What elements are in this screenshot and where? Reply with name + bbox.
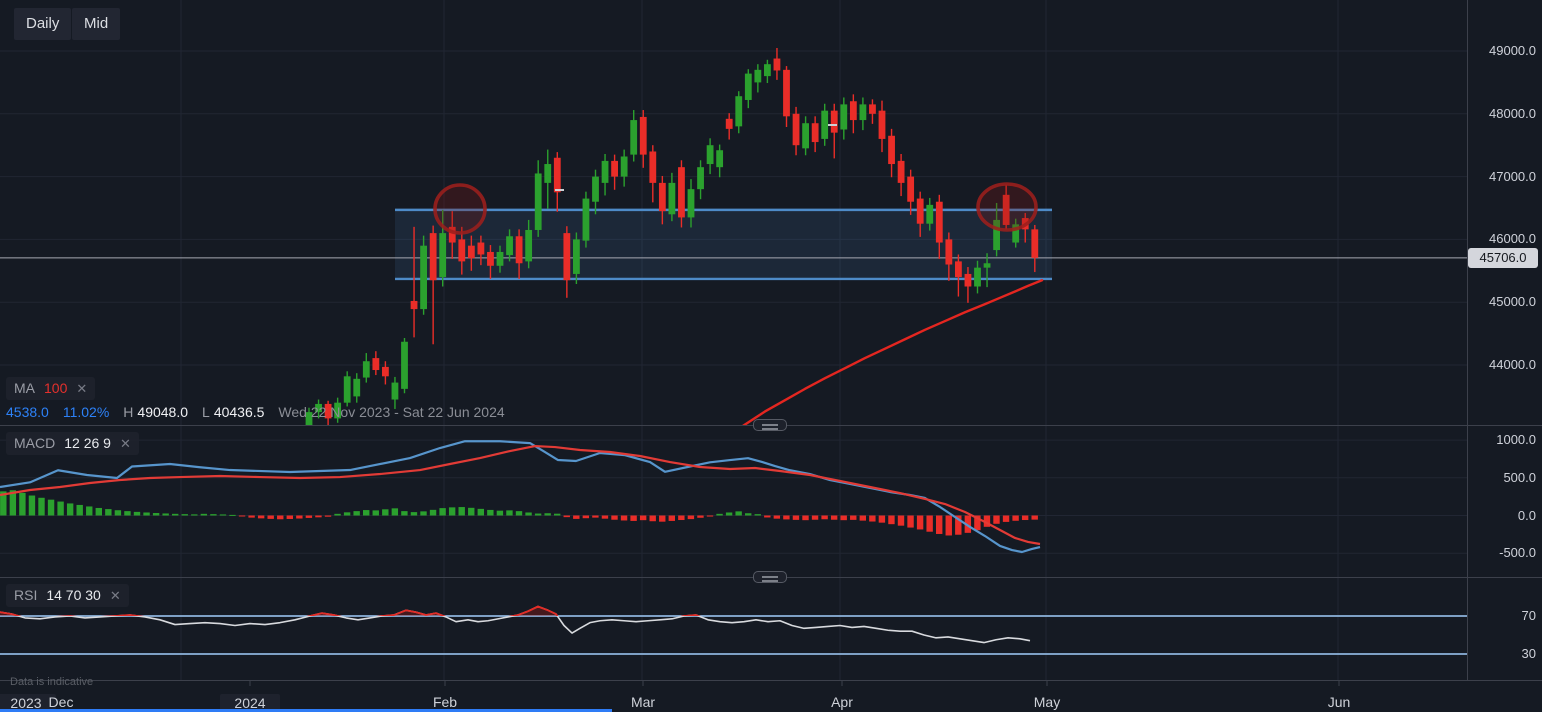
time-axis-label: Dec — [48, 694, 74, 710]
price-tick-label: 48000.0 — [1489, 105, 1536, 121]
gridlines — [0, 0, 1467, 680]
macd-name: MACD — [14, 435, 56, 451]
time-scrollbar[interactable] — [0, 709, 612, 712]
time-axis-label: Mar — [630, 694, 656, 710]
rsi-level-lines — [0, 615, 1467, 655]
macd-tick-label: -500.0 — [1499, 545, 1536, 561]
ma-param: 100 — [44, 380, 68, 396]
macd-tick-label: 500.0 — [1503, 469, 1536, 485]
ma-close-icon[interactable]: ✕ — [76, 381, 88, 396]
rsi-tick-label: 30 — [1521, 646, 1536, 661]
price-info-row: 4538.0 11.02% H 49048.0 L 40436.5 Wed 22 Nov 2… — [6, 404, 505, 420]
timeframe-daily-button[interactable]: Daily — [14, 8, 72, 40]
price-tick-label: 46000.0 — [1489, 231, 1536, 247]
time-axis-label: 2024 — [220, 694, 280, 712]
macd-params: 12 26 9 — [64, 435, 111, 451]
price-tick-label: 47000.0 — [1489, 168, 1536, 184]
rsi-overbought-fill — [0, 606, 1030, 616]
price-mid-button[interactable]: Mid — [72, 8, 121, 40]
time-axis-label: Apr — [831, 694, 853, 710]
price-tick-label: 44000.0 — [1489, 357, 1536, 372]
candlestick-series — [305, 47, 1039, 425]
macd-tick-label: 1000.0 — [1496, 432, 1536, 448]
macd-indicator-label[interactable]: MACD 12 26 9 ✕ — [6, 432, 139, 455]
date-range: Wed 22 Nov 2023 - Sat 22 Jun 2024 — [278, 404, 505, 420]
change-value: 4538.0 — [6, 404, 49, 420]
ma-indicator-label[interactable]: MA 100 ✕ — [6, 377, 96, 400]
ma-100-line — [742, 279, 1044, 425]
rsi-name: RSI — [14, 587, 38, 603]
macd-close-icon[interactable]: ✕ — [119, 436, 131, 451]
time-axis-label: May — [1033, 694, 1061, 710]
panel-resize-handle-rsi[interactable] — [753, 571, 787, 583]
rsi-close-icon[interactable]: ✕ — [109, 588, 121, 603]
time-axis-label: Feb — [432, 694, 458, 710]
high-value: 49048.0 — [137, 404, 189, 420]
macd-histogram — [0, 490, 1038, 536]
high-label: H — [123, 404, 134, 420]
change-percent: 11.02% — [62, 404, 110, 420]
annotation-circle-1[interactable] — [433, 183, 487, 235]
rsi-line — [0, 605, 1031, 644]
rsi-indicator-label[interactable]: RSI 14 70 30 ✕ — [6, 584, 129, 607]
macd-signal-line — [0, 444, 1041, 546]
price-tick-label: 49000.0 — [1489, 43, 1536, 58]
macd-tick-label: 0.0 — [1517, 507, 1536, 523]
rsi-overbought-line — [0, 605, 701, 616]
panel-separators — [0, 0, 1542, 686]
range-box-annotation[interactable] — [395, 208, 1052, 281]
macd-line — [0, 440, 1041, 554]
current-price-badge: 45706.0 — [1468, 247, 1538, 268]
ma-name: MA — [14, 380, 35, 396]
annotation-circle-2[interactable] — [976, 182, 1038, 232]
panel-resize-handle-macd[interactable] — [753, 419, 787, 431]
data-indicative-note: Data is indicative — [10, 676, 94, 688]
price-tick-label: 45000.0 — [1489, 294, 1536, 310]
low-label: L — [202, 404, 210, 420]
time-axis-label: 2023 — [0, 694, 56, 712]
rsi-params: 14 70 30 — [46, 587, 101, 603]
low-value: 40436.5 — [213, 404, 265, 420]
time-axis-label: Jun — [1327, 694, 1351, 710]
rsi-tick-label: 70 — [1521, 608, 1536, 623]
